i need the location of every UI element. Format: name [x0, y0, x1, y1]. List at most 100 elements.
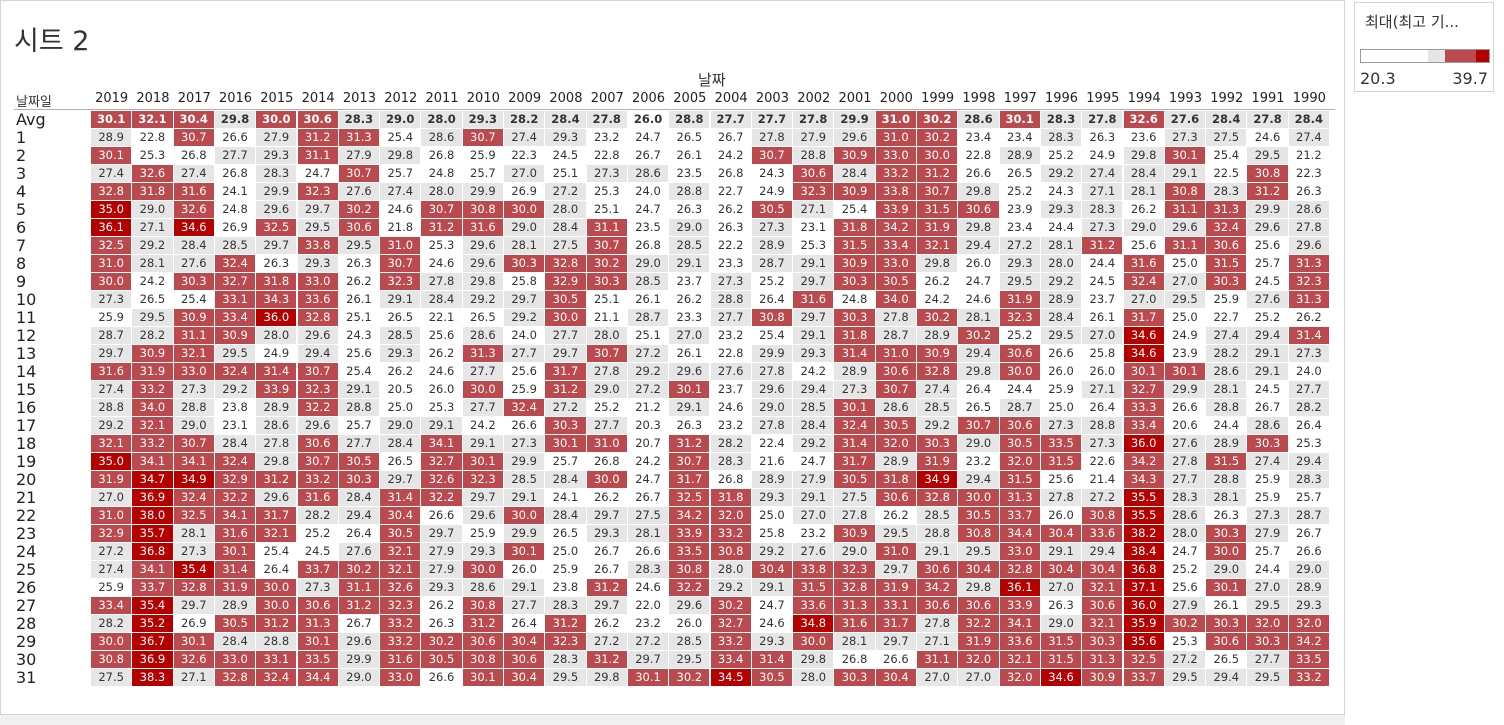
heatmap-cell[interactable]: 27.9	[1164, 597, 1206, 614]
heatmap-cell[interactable]: 28.8	[91, 399, 132, 416]
heatmap-cell[interactable]: 31.0	[875, 111, 916, 128]
heatmap-cell[interactable]: 24.6	[1247, 129, 1288, 146]
heatmap-cell[interactable]: 32.5	[256, 219, 297, 236]
heatmap-cell[interactable]: 31.2	[256, 471, 297, 488]
heatmap-cell[interactable]: 28.7	[627, 309, 669, 326]
heatmap-cell[interactable]: 28.1	[1123, 183, 1164, 200]
heatmap-cell[interactable]: 25.1	[586, 201, 627, 218]
heatmap-cell[interactable]: 28.6	[875, 399, 916, 416]
heatmap-cell[interactable]: 30.1	[1164, 363, 1206, 380]
heatmap-cell[interactable]: 28.9	[834, 363, 875, 380]
heatmap-cell[interactable]: 27.9	[256, 129, 297, 146]
heatmap-cell[interactable]: 28.5	[669, 237, 710, 254]
heatmap-cell[interactable]: 28.3	[256, 165, 297, 182]
heatmap-cell[interactable]: 28.3	[545, 597, 586, 614]
heatmap-cell[interactable]: 29.0	[338, 669, 380, 686]
heatmap-cell[interactable]: 32.0	[1247, 615, 1288, 632]
heatmap-cell[interactable]: 30.8	[1247, 165, 1288, 182]
heatmap-cell[interactable]: 33.7	[999, 507, 1040, 524]
heatmap-cell[interactable]: 23.9	[1164, 345, 1206, 362]
heatmap-cell[interactable]: 23.9	[999, 201, 1040, 218]
heatmap-cell[interactable]: 27.1	[132, 219, 173, 236]
heatmap-cell[interactable]: 29.0	[627, 255, 669, 272]
heatmap-cell[interactable]: 30.1	[91, 111, 132, 128]
heatmap-cell[interactable]: 23.1	[214, 417, 256, 434]
heatmap-cell[interactable]: 32.4	[1206, 219, 1247, 236]
heatmap-cell[interactable]: 25.4	[338, 363, 380, 380]
heatmap-cell[interactable]: 31.6	[793, 291, 834, 308]
heatmap-cell[interactable]: 28.8	[1206, 399, 1247, 416]
heatmap-cell[interactable]: 29.5	[669, 651, 710, 668]
heatmap-cell[interactable]: 30.8	[1164, 183, 1206, 200]
heatmap-cell[interactable]: 30.5	[875, 417, 916, 434]
heatmap-cell[interactable]: 29.6	[256, 201, 297, 218]
heatmap-cell[interactable]: 32.6	[132, 165, 173, 182]
heatmap-cell[interactable]: 22.3	[504, 147, 545, 164]
heatmap-cell[interactable]: 26.3	[421, 615, 462, 632]
heatmap-cell[interactable]: 28.8	[338, 399, 380, 416]
heatmap-cell[interactable]: 29.2	[1040, 165, 1082, 182]
heatmap-cell[interactable]: 28.7	[751, 255, 793, 272]
heatmap-cell[interactable]: 25.6	[1040, 471, 1082, 488]
heatmap-cell[interactable]: 21.8	[380, 219, 421, 236]
heatmap-cell[interactable]: 31.3	[462, 345, 503, 362]
heatmap-cell[interactable]: 32.3	[834, 561, 875, 578]
heatmap-cell[interactable]: 27.1	[793, 201, 834, 218]
heatmap-cell[interactable]: 29.7	[586, 507, 627, 524]
heatmap-cell[interactable]: 32.2	[214, 489, 256, 506]
heatmap-cell[interactable]: 33.2	[380, 633, 421, 650]
heatmap-cell[interactable]: 33.0	[875, 147, 916, 164]
heatmap-cell[interactable]: 27.3	[1082, 435, 1123, 452]
heatmap-cell[interactable]: 24.7	[751, 597, 793, 614]
heatmap-cell[interactable]: 31.6	[834, 615, 875, 632]
heatmap-cell[interactable]: 30.3	[1247, 435, 1288, 452]
heatmap-cell[interactable]: 28.2	[297, 507, 338, 524]
heatmap-cell[interactable]: 27.1	[1082, 183, 1123, 200]
heatmap-cell[interactable]: 27.6	[1164, 435, 1206, 452]
heatmap-cell[interactable]: 29.6	[462, 255, 503, 272]
heatmap-cell[interactable]: 28.7	[1288, 507, 1329, 524]
heatmap-cell[interactable]: 29.3	[751, 633, 793, 650]
heatmap-cell[interactable]: 29.1	[669, 255, 710, 272]
heatmap-cell[interactable]: 25.8	[504, 273, 545, 290]
heatmap-cell[interactable]: 29.7	[504, 291, 545, 308]
heatmap-cell[interactable]: 24.5	[297, 543, 338, 560]
heatmap-cell[interactable]: 29.4	[1288, 453, 1329, 470]
heatmap-cell[interactable]: 31.5	[1206, 453, 1247, 470]
heatmap-cell[interactable]: 32.8	[917, 363, 958, 380]
heatmap-cell[interactable]: 29.7	[297, 201, 338, 218]
heatmap-cell[interactable]: 29.7	[586, 597, 627, 614]
heatmap-cell[interactable]: 26.7	[586, 561, 627, 578]
heatmap-cell[interactable]: 28.4	[1206, 111, 1247, 128]
heatmap-cell[interactable]: 33.5	[297, 651, 338, 668]
heatmap-cell[interactable]: 30.1	[1206, 579, 1247, 596]
heatmap-cell[interactable]: 30.3	[173, 273, 214, 290]
heatmap-cell[interactable]: 27.6	[793, 543, 834, 560]
heatmap-cell[interactable]: 24.5	[1082, 273, 1123, 290]
heatmap-cell[interactable]: 26.2	[710, 201, 751, 218]
heatmap-cell[interactable]: 28.4	[421, 291, 462, 308]
heatmap-cell[interactable]: 26.0	[958, 255, 999, 272]
heatmap-cell[interactable]: 33.0	[297, 273, 338, 290]
heatmap-cell[interactable]: 24.9	[1164, 327, 1206, 344]
heatmap-cell[interactable]: 24.5	[545, 147, 586, 164]
heatmap-cell[interactable]: 33.2	[710, 633, 751, 650]
heatmap-cell[interactable]: 30.8	[91, 651, 132, 668]
heatmap-cell[interactable]: 29.2	[627, 363, 669, 380]
heatmap-cell[interactable]: 30.0	[256, 111, 297, 128]
heatmap-cell[interactable]: 27.3	[834, 381, 875, 398]
heatmap-cell[interactable]: 28.1	[504, 237, 545, 254]
heatmap-cell[interactable]: 26.6	[1288, 543, 1329, 560]
heatmap-cell[interactable]: 26.2	[421, 597, 462, 614]
heatmap-cell[interactable]: 27.3	[751, 219, 793, 236]
heatmap-cell[interactable]: 28.3	[710, 453, 751, 470]
heatmap-cell[interactable]: 32.0	[999, 453, 1040, 470]
heatmap-cell[interactable]: 30.5	[999, 435, 1040, 452]
heatmap-cell[interactable]: 26.8	[710, 471, 751, 488]
heatmap-cell[interactable]: 25.7	[380, 165, 421, 182]
heatmap-cell[interactable]: 29.5	[1247, 669, 1288, 686]
heatmap-cell[interactable]: 29.1	[1040, 543, 1082, 560]
heatmap-cell[interactable]: 28.9	[1040, 291, 1082, 308]
heatmap-cell[interactable]: 25.4	[1206, 147, 1247, 164]
heatmap-cell[interactable]: 28.6	[462, 327, 503, 344]
